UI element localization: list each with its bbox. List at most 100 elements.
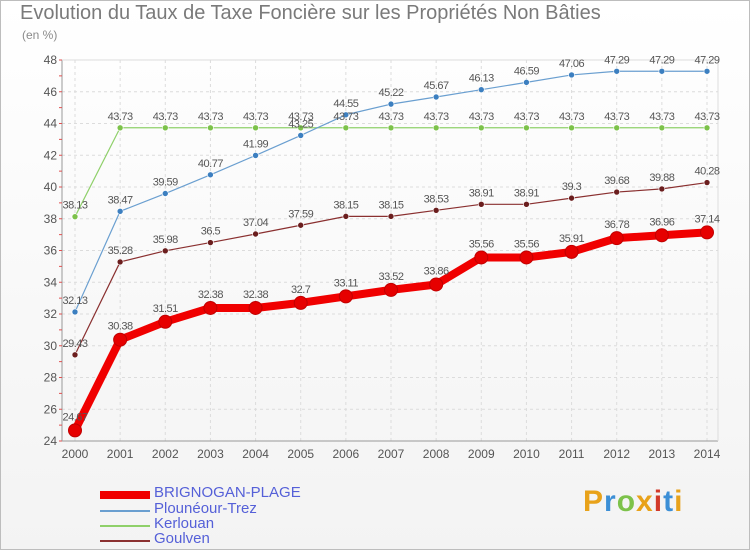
legend-label: BRIGNOGAN-PLAGE [154,484,301,501]
data-label: 40.28 [694,166,719,178]
data-label: 43.73 [378,111,403,123]
data-point [116,124,124,132]
data-label: 43.73 [243,111,268,123]
data-label: 39.88 [649,172,674,184]
y-tick-label: 28 [44,371,58,385]
data-label: 37.14 [694,213,719,225]
proxiti-logo: Proxiti [583,485,683,519]
data-point [477,201,485,208]
data-point [207,239,214,246]
data-label: 38.15 [378,199,403,211]
data-point [116,258,124,266]
y-tick-label: 48 [44,53,58,67]
data-point [252,124,259,132]
y-tick-label: 30 [44,339,58,353]
y-tick-label: 46 [44,85,58,99]
data-point [248,300,263,315]
data-label: 47.29 [604,54,629,66]
series-group [68,67,714,438]
data-label: 38.47 [108,194,133,206]
data-point [564,244,579,259]
data-label: 37.04 [243,217,268,229]
x-tick-label: 2008 [423,447,450,461]
data-point [477,124,485,132]
x-tick-label: 2014 [694,447,721,461]
data-point [474,250,489,265]
grid-lines [62,59,718,442]
data-label: 37.59 [288,208,313,220]
data-point [387,124,395,132]
data-point [158,314,173,329]
data-point [342,124,350,132]
data-labels: 38.13 43.73 43.73 43.73 43.73 43.73 43.73 43.73… [62,54,720,423]
x-tick-label: 2002 [152,447,179,461]
data-point [297,124,305,132]
legend-label: Goulven [154,530,210,547]
data-point [703,179,711,186]
series-3 [71,179,711,359]
chart-title: Evolution du Taux de Taxe Foncière sur l… [20,2,601,24]
data-point [429,277,444,292]
data-point [116,207,124,215]
series-1 [71,67,711,316]
data-point [161,190,169,197]
data-label: 44.55 [333,98,358,110]
y-tick-label: 32 [44,307,58,321]
data-label: 32.38 [243,289,268,301]
y-tick-label: 42 [44,148,58,162]
data-label: 47.06 [559,58,584,70]
data-label: 41.99 [243,138,268,150]
data-point [568,124,575,132]
data-point [568,194,575,202]
data-label: 36.96 [649,216,674,228]
x-tick-label: 2011 [559,447,585,461]
data-label: 39.59 [153,177,178,189]
data-point [700,225,714,240]
data-point [384,282,398,297]
data-label: 31.51 [153,303,178,315]
data-point [252,152,259,159]
data-label: 36.5 [201,226,221,238]
data-point [523,124,530,132]
x-tick-label: 2006 [333,447,360,461]
x-tick-label: 2013 [649,447,676,461]
data-point [297,132,305,139]
data-label: 29.43 [62,338,87,350]
legend-label: Kerlouan [154,515,215,532]
data-point [654,228,669,243]
y-tick-label: 26 [44,402,58,416]
data-label: 43.73 [604,111,629,123]
data-label: 38.53 [424,193,449,205]
data-label: 35.56 [469,238,494,250]
data-point [71,351,79,359]
chart-subtitle: (en %) [22,28,58,42]
data-label: 46.59 [514,65,539,77]
y-tick-label: 38 [44,212,58,226]
data-label: 36.78 [604,219,629,231]
data-point [703,67,711,75]
series-0 [68,225,714,438]
logo-letter: i [653,485,664,518]
data-point [609,231,624,246]
data-label: 38.13 [62,200,87,212]
data-label: 32.13 [62,295,87,307]
data-label: 38.91 [469,187,494,199]
y-tick-label: 40 [44,180,58,194]
data-label: 47.29 [649,54,674,66]
data-label: 35.56 [514,238,539,250]
data-label: 45.22 [378,87,403,99]
y-tick-label: 36 [44,244,58,258]
data-label: 43.73 [108,111,133,123]
data-point [658,185,666,193]
data-label: 40.77 [198,158,223,170]
data-point [658,124,666,132]
data-label: 39.68 [604,175,629,187]
y-tick-label: 34 [44,275,58,289]
data-point [207,124,214,132]
data-point [613,124,621,132]
data-label: 38.91 [514,187,539,199]
data-point [568,71,575,79]
x-tick-label: 2004 [242,447,269,461]
data-label: 43.73 [559,111,584,123]
data-point [477,86,485,93]
